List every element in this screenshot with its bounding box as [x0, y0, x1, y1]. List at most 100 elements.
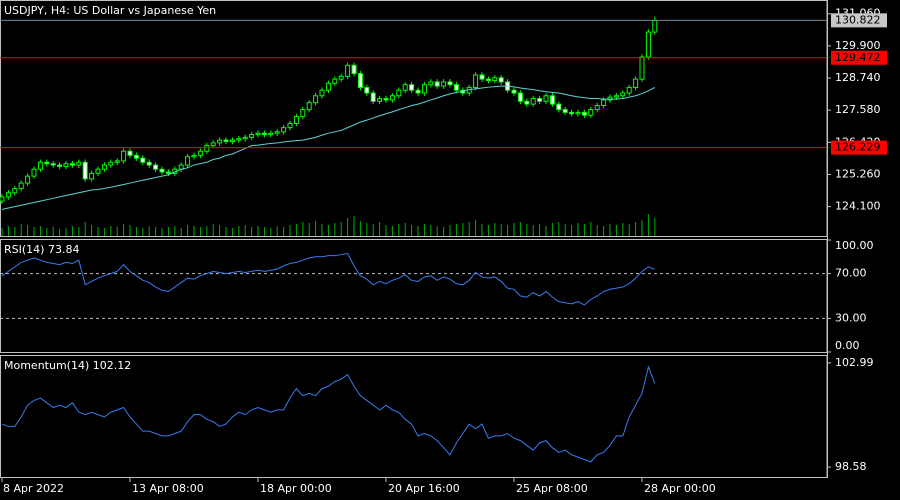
volume-bar	[532, 225, 534, 236]
candle-body	[185, 156, 191, 166]
volume-bar	[135, 227, 137, 236]
panel-title: RSI(14) 73.84	[4, 243, 79, 256]
volume-bar	[500, 224, 502, 236]
volume-bar	[251, 227, 253, 236]
candle-body	[601, 99, 607, 106]
candle-body	[50, 163, 56, 166]
candle-body	[511, 89, 517, 94]
volume-bar	[641, 220, 643, 236]
volume-bar	[27, 225, 29, 236]
candle-body	[121, 150, 127, 162]
candle-body	[255, 132, 261, 136]
candle-body	[89, 172, 95, 180]
volume-bar	[308, 223, 310, 236]
volume-bar	[193, 226, 195, 236]
volume-bar	[219, 225, 221, 236]
volume-bar	[110, 226, 112, 236]
candle-body	[236, 138, 242, 141]
candle-body	[140, 157, 146, 163]
candle-body	[101, 164, 107, 170]
candle-body	[57, 164, 63, 167]
volume-bar	[577, 223, 579, 236]
volume-bar	[7, 226, 9, 236]
volume-bar	[449, 225, 451, 236]
panel-frame	[0, 355, 828, 478]
candle-body	[345, 64, 351, 77]
volume-bar	[475, 220, 477, 236]
candle-body	[364, 86, 370, 94]
volume-bar	[443, 227, 445, 236]
candle-body	[479, 74, 485, 80]
candle-body	[562, 109, 568, 113]
candle-body	[153, 164, 159, 170]
volume-bar	[539, 224, 541, 236]
volume-bar	[622, 223, 624, 236]
candle-body	[588, 109, 594, 116]
indicator-line	[1, 252, 655, 306]
volume-bar	[468, 222, 470, 236]
y-tick-label: 124.100	[835, 200, 881, 213]
candle-body	[492, 77, 498, 82]
y-tick-label: 102.99	[835, 356, 874, 369]
candle-body	[613, 95, 619, 98]
candle-body	[421, 84, 427, 94]
y-tick-label: 100.00	[835, 239, 874, 252]
candle-body	[383, 98, 389, 101]
volume-bar	[71, 226, 73, 236]
candle-body	[652, 19, 658, 33]
volume-bar	[103, 228, 105, 236]
volume-bar	[187, 225, 189, 236]
volume-bar	[494, 223, 496, 236]
candle-body	[95, 168, 101, 174]
volume-bar	[33, 227, 35, 236]
candle-body	[82, 161, 88, 180]
x-tick-label: 25 Apr 08:00	[516, 482, 588, 495]
x-tick-label: 20 Apr 16:00	[388, 482, 460, 495]
volume-bar	[263, 227, 265, 236]
volume-bar	[366, 223, 368, 236]
volume-bar	[519, 222, 521, 236]
volume-bar	[609, 224, 611, 236]
volume-bar	[551, 223, 553, 236]
candle-body	[12, 188, 18, 194]
candle-body	[197, 150, 203, 156]
volume-bar	[238, 226, 240, 236]
volume-bar	[289, 225, 291, 236]
volume-bar	[174, 226, 176, 236]
volume-bar	[1, 228, 3, 236]
volume-bar	[116, 227, 118, 236]
panel-title: Momentum(14) 102.12	[4, 359, 131, 372]
volume-bar	[257, 226, 259, 236]
volume-bar	[590, 222, 592, 236]
candle-body	[415, 89, 421, 94]
x-tick-label: 8 Apr 2022	[3, 482, 64, 495]
candle-body	[389, 95, 395, 101]
candle-body	[377, 98, 383, 102]
volume-bar	[148, 226, 150, 236]
volume-bar	[142, 228, 144, 236]
volume-bar	[97, 227, 99, 236]
volume-bar	[302, 222, 304, 236]
candle-body	[293, 116, 299, 124]
panel-frame	[0, 239, 828, 353]
candle-body	[633, 78, 639, 88]
volume-bar	[596, 225, 598, 236]
volume-bar	[526, 224, 528, 236]
volume-bar	[513, 223, 515, 236]
candle-body	[18, 182, 24, 190]
candle-body	[287, 122, 293, 129]
candle-body	[249, 134, 255, 138]
volume-bar	[507, 225, 509, 236]
candle-body	[5, 192, 11, 198]
volume-bar	[20, 224, 22, 236]
candle-body	[537, 98, 543, 102]
candle-body	[517, 92, 523, 102]
volume-bar	[334, 223, 336, 236]
candle-body	[325, 82, 331, 91]
candle-body	[530, 98, 536, 105]
candle-body	[434, 81, 440, 87]
candle-body	[210, 142, 216, 147]
candle-body	[223, 139, 229, 143]
volume-bar	[603, 226, 605, 236]
candle-body	[0, 196, 5, 202]
